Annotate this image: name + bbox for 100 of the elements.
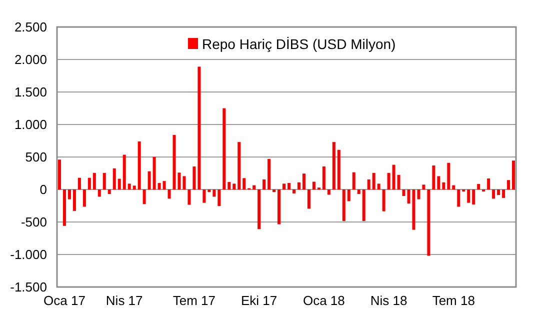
bar — [322, 166, 326, 190]
bar — [367, 179, 370, 190]
bar — [487, 178, 490, 190]
bar — [82, 190, 86, 207]
bar — [362, 190, 366, 222]
bar — [148, 171, 151, 190]
bar — [307, 190, 310, 209]
bar — [492, 190, 496, 199]
y-tick-label: 1.500 — [14, 84, 47, 100]
bar — [268, 158, 271, 190]
y-tick-label: 1.000 — [14, 117, 47, 132]
bar — [502, 190, 506, 198]
bar — [282, 184, 286, 190]
bar — [162, 181, 166, 190]
bar — [198, 66, 201, 190]
bar — [417, 190, 420, 200]
bar — [442, 182, 446, 190]
bar — [132, 186, 136, 190]
bar — [152, 157, 156, 190]
bar — [402, 190, 406, 196]
bar — [108, 190, 111, 194]
bar — [122, 154, 126, 190]
bar — [447, 162, 450, 190]
x-tick-label: Eki 17 — [240, 293, 278, 308]
y-tick-label: -1.500 — [10, 280, 47, 295]
bar — [432, 165, 436, 190]
x-tick-label: Tem 17 — [172, 293, 216, 308]
bar — [382, 190, 386, 212]
bar — [222, 108, 226, 190]
bar — [258, 190, 261, 230]
x-tick-label: Nis 18 — [370, 293, 408, 308]
bar — [332, 142, 336, 190]
y-tick-label: 2.500 — [14, 20, 47, 35]
bar — [98, 190, 101, 197]
bar — [272, 190, 276, 192]
bar — [262, 179, 266, 190]
x-tick-label: Oca 18 — [302, 293, 345, 308]
bar — [208, 190, 211, 192]
bar — [412, 190, 416, 230]
bar — [182, 176, 186, 190]
y-tick-label: 2.000 — [14, 52, 47, 68]
bar — [457, 190, 460, 207]
bar — [232, 184, 236, 190]
bar — [377, 184, 380, 190]
bar — [192, 166, 196, 190]
bar — [357, 190, 360, 194]
bar — [142, 190, 146, 204]
bar — [407, 190, 410, 204]
bar — [128, 184, 131, 190]
bar — [472, 190, 476, 204]
y-tick-label: -1.000 — [10, 247, 47, 262]
bar — [212, 190, 216, 197]
bar — [178, 172, 181, 190]
bar — [172, 134, 176, 190]
bar — [292, 190, 296, 194]
bar — [78, 178, 81, 190]
bar — [392, 164, 396, 190]
bar — [92, 172, 96, 190]
bar — [158, 183, 161, 190]
bar — [337, 150, 340, 190]
bar — [62, 190, 66, 226]
bar — [112, 168, 116, 190]
bar — [118, 178, 121, 190]
bar — [278, 190, 281, 224]
bar — [297, 182, 300, 190]
bar — [347, 190, 350, 202]
bar — [218, 190, 221, 206]
bar — [397, 174, 400, 190]
bar — [188, 190, 191, 205]
bar — [372, 172, 376, 190]
bar — [238, 142, 241, 190]
x-tick-label: Nis 17 — [106, 293, 143, 308]
y-tick-label: -500 — [20, 214, 47, 230]
bar — [342, 190, 346, 222]
bar — [168, 190, 171, 199]
bar — [427, 190, 430, 256]
bar — [467, 190, 470, 203]
bar — [352, 172, 356, 190]
bar — [228, 182, 231, 190]
bar — [102, 172, 106, 190]
bar — [138, 141, 141, 190]
legend-label: Repo Hariç DİBS (USD Milyon) — [202, 36, 396, 52]
bar — [312, 182, 316, 190]
bar — [252, 185, 256, 190]
bar — [387, 172, 390, 190]
bar — [242, 178, 246, 190]
y-tick-label: 500 — [25, 150, 47, 165]
bar — [58, 160, 61, 190]
bar — [287, 183, 290, 190]
bar — [497, 190, 500, 196]
bar — [202, 190, 206, 203]
bar — [88, 178, 91, 190]
bar — [422, 184, 426, 190]
bar — [512, 160, 516, 190]
bar — [437, 176, 440, 190]
bar — [452, 185, 456, 190]
bar — [68, 190, 71, 200]
bar — [507, 180, 510, 190]
bar — [477, 184, 480, 190]
y-tick-label: 0 — [40, 182, 47, 198]
